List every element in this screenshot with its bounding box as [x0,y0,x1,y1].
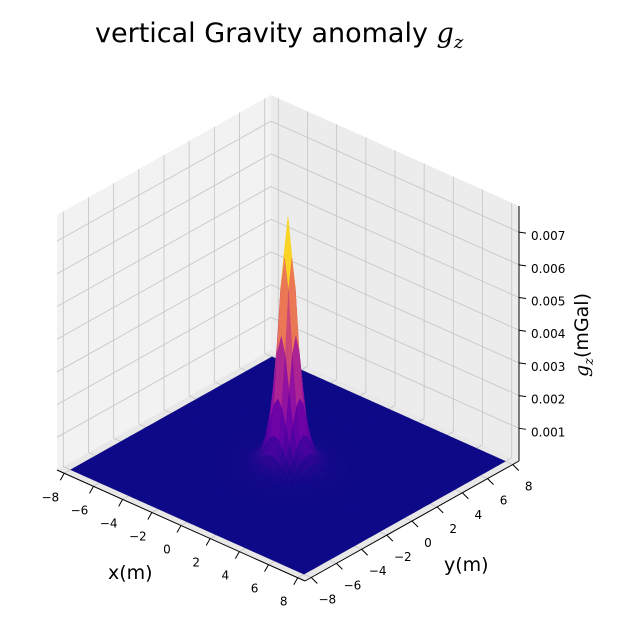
gravity-surface [70,216,506,575]
y-tick-label: −2 [394,550,412,564]
y-tick [461,492,469,500]
x-tick [59,473,65,481]
y-tick [411,520,419,528]
x-tick-label: −4 [100,516,118,530]
z-tick [518,264,527,267]
y-tick [336,562,343,570]
x-tick [147,512,153,520]
y-tick [512,464,520,471]
z-tick-label: 0.001 [531,425,565,439]
y-tick [361,548,369,556]
x-tick [205,538,211,546]
z-tick-label: 0.004 [531,327,565,341]
y-axis-label: y(m) [444,554,489,576]
y-tick [487,478,494,486]
chart-title: vertical Gravity anomaly gz [95,18,464,53]
z-tick-label: 0.005 [531,295,565,309]
x-tick [293,577,299,585]
z-tick [518,297,527,300]
x-tick-label: 0 [163,543,171,557]
y-tick-label: −4 [369,564,387,578]
x-tick-label: −6 [71,503,89,517]
y-tick-label: −8 [318,592,336,606]
y-tick-label: 6 [500,494,508,508]
z-axis-label: gz(mGal) [571,292,597,378]
x-tick [176,525,182,533]
z-tick [518,395,527,398]
x-tick [118,499,124,507]
x-tick-label: 4 [222,569,230,583]
x-tick-label: 8 [280,595,288,609]
z-tick [518,362,527,365]
z-tick-label: 0.006 [531,262,565,276]
z-tick-label: 0.002 [531,393,565,407]
y-tick-label: 8 [525,480,533,494]
x-tick [89,486,94,494]
y-tick-label: 4 [475,508,483,522]
x-tick-label: −8 [41,490,59,504]
y-tick-label: −6 [344,578,362,592]
tick-labels: −8 −6 −4 −2 0 2 4 6 8 −8 −6 −4 −2 0 2 4 6 8 0.001 0.002 0.00… [41,229,565,609]
z-tick [518,329,527,332]
x-axis-label: x(m) [108,562,153,584]
x-tick [264,564,269,572]
x-tick-label: 6 [251,582,259,596]
x-tick-label: −2 [129,529,147,543]
y-tick-label: 2 [449,522,457,536]
x-tick [234,551,240,559]
y-tick [386,534,394,542]
y-tick [310,577,318,584]
y-tick [436,506,444,514]
z-tick-label: 0.007 [531,229,565,243]
z-tick [518,231,527,234]
z-tick [518,427,527,430]
z-tick-label: 0.003 [531,360,565,374]
x-tick-label: 2 [192,556,200,570]
surface-cell [299,570,308,575]
y-tick-label: 0 [424,536,432,550]
